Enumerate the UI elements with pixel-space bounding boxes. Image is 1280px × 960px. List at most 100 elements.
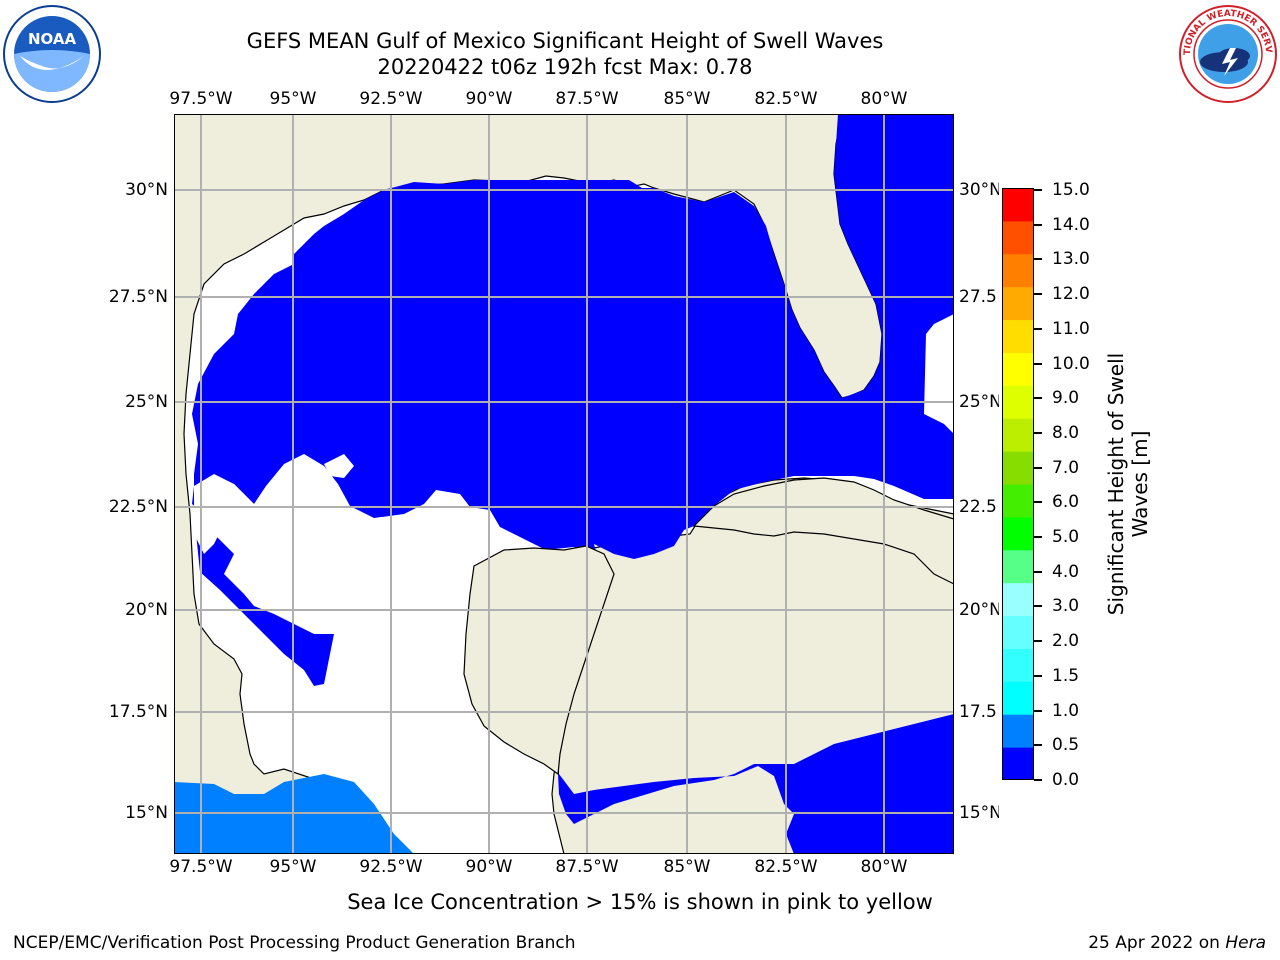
colorbar-tick: 7.0: [1052, 457, 1080, 478]
colorbar-tick-mark: [1034, 570, 1042, 573]
axis-tick-label: 25°N: [959, 392, 999, 412]
colorbar-segment: [1002, 220, 1034, 255]
axis-tick-label: 92.5°W: [359, 89, 423, 109]
axis-tick-label: 90°W: [465, 89, 513, 109]
colorbar-tick: 2.0: [1052, 631, 1080, 652]
no-data-patch-central: [324, 454, 354, 478]
colorbar: [1002, 188, 1034, 780]
colorbar-tick-mark: [1034, 709, 1042, 712]
colorbar-segment: [1002, 582, 1034, 617]
colorbar-tick: 0.0: [1052, 770, 1080, 790]
colorbar-tick-mark: [1034, 258, 1042, 261]
noaa-logo-text: NOAA: [28, 30, 77, 48]
axis-tick-label: 87.5°W: [555, 857, 619, 877]
axis-tick-label: 22.5°N: [108, 497, 168, 517]
map-grid: [174, 114, 954, 854]
axis-tick-label: 97.5°W: [169, 89, 233, 109]
colorbar-tick-mark: [1034, 466, 1042, 469]
footer-credit: NCEP/EMC/Verification Post Processing Pr…: [13, 933, 576, 953]
colorbar-label-line1: Significant Height of Swell: [1104, 352, 1128, 616]
colorbar-tick-mark: [1034, 605, 1042, 608]
colorbar-segment: [1002, 714, 1034, 748]
map-subtitle: 20220422 t06z 192h fcst Max: 0.78: [377, 55, 753, 79]
colorbar-segment: [1002, 385, 1034, 419]
axis-tick-label: 90°W: [465, 857, 513, 877]
axis-tick-label: 27.5°N: [108, 287, 168, 307]
colorbar-tick-mark: [1034, 779, 1042, 781]
colorbar-tick: 15.0: [1052, 180, 1090, 200]
axis-tick-label: 17.5°N: [108, 702, 168, 722]
colorbar-segment: [1002, 549, 1034, 584]
colorbar-tick: 8.0: [1052, 422, 1080, 443]
axis-tick-label: 85°W: [663, 89, 711, 109]
axis-tick-label: 27.5: [959, 287, 997, 307]
colorbar-tick-mark: [1034, 431, 1042, 434]
colorbar-tick: 0.5: [1052, 735, 1080, 756]
colorbar-tick-mark: [1034, 640, 1042, 643]
colorbar-tick-mark: [1034, 744, 1042, 747]
axis-tick-label: 30°N: [959, 180, 999, 200]
colorbar-segment: [1002, 615, 1034, 649]
colorbar-tick: 3.0: [1052, 596, 1080, 617]
colorbar-tick-mark: [1034, 189, 1042, 191]
axis-tick-label: 95°W: [269, 89, 317, 109]
swell-field-low: [192, 114, 954, 854]
axis-tick-label: 80°W: [860, 89, 908, 109]
colorbar-label-line2: Waves [m]: [1128, 430, 1152, 538]
axis-tick-label: 82.5°W: [754, 89, 818, 109]
axis-tick-label: 15°N: [959, 803, 999, 823]
axis-tick-label: 15°N: [125, 803, 168, 823]
footer-date-text: 25 Apr 2022 on: [1088, 933, 1226, 953]
axis-tick-label: 80°W: [860, 857, 908, 877]
no-data-patch-west: [194, 484, 254, 554]
colorbar-tick: 1.0: [1052, 700, 1080, 721]
sea-ice-note: Sea Ice Concentration > 15% is shown in …: [347, 890, 933, 914]
colorbar-tick-mark: [1034, 223, 1042, 226]
axis-tick-label: 92.5°W: [359, 857, 423, 877]
colorbar-segment: [1002, 681, 1034, 715]
axis-tick-label: 87.5°W: [555, 89, 619, 109]
colorbar-tick-mark: [1034, 362, 1042, 365]
colorbar-tick-mark: [1034, 293, 1042, 296]
cuba-land: [692, 477, 954, 585]
noaa-logo-icon: NOAA: [3, 5, 101, 103]
footer-host: Hera: [1225, 933, 1266, 953]
colorbar-tick: 10.0: [1052, 353, 1090, 374]
colorbar-tick: 12.0: [1052, 284, 1090, 305]
colorbar-tick-mark: [1034, 674, 1042, 677]
colorbar-segment: [1002, 516, 1034, 551]
colorbar-tick: 9.0: [1052, 388, 1080, 409]
yucatan-land: [463, 545, 615, 776]
colorbar-segment: [1002, 319, 1034, 353]
axis-tick-label: 20°N: [125, 600, 168, 620]
axis-tick-label: 20°N: [959, 600, 999, 620]
colorbar-segment: [1002, 418, 1034, 452]
colorbar-segment: [1002, 648, 1034, 682]
axis-tick-label: 30°N: [125, 180, 168, 200]
axis-tick-label: 85°W: [663, 857, 711, 877]
colorbar-segment: [1002, 286, 1034, 321]
map-title: GEFS MEAN Gulf of Mexico Significant Hei…: [246, 29, 884, 53]
axis-tick-label: 17.5: [959, 702, 997, 722]
colorbar-segment: [1002, 188, 1034, 222]
nws-logo-icon: NATIONAL WEATHER SERVICE: [1178, 4, 1277, 103]
colorbar-tick: 5.0: [1052, 527, 1080, 548]
colorbar-segment: [1002, 484, 1034, 518]
colorbar-label: Significant Height of Swell Waves [m]: [1104, 324, 1152, 644]
colorbar-tick: 6.0: [1052, 492, 1080, 513]
colorbar-tick: 14.0: [1052, 214, 1090, 235]
colorbar-tick-mark: [1034, 501, 1042, 504]
colorbar-tick: 11.0: [1052, 318, 1090, 339]
gulf-map: [174, 114, 954, 854]
colorbar-segment: [1002, 253, 1034, 288]
axis-tick-label: 82.5°W: [754, 857, 818, 877]
axis-tick-label: 97.5°W: [169, 857, 233, 877]
colorbar-segment: [1002, 747, 1034, 780]
colorbar-tick: 4.0: [1052, 561, 1080, 582]
footer-date: 25 Apr 2022 on Hera: [1088, 933, 1266, 953]
axis-tick-label: 22.5: [959, 497, 997, 517]
axis-tick-label: 25°N: [125, 392, 168, 412]
colorbar-tick: 1.5: [1052, 665, 1080, 686]
colorbar-tick-mark: [1034, 536, 1042, 539]
axis-tick-label: 95°W: [269, 857, 317, 877]
